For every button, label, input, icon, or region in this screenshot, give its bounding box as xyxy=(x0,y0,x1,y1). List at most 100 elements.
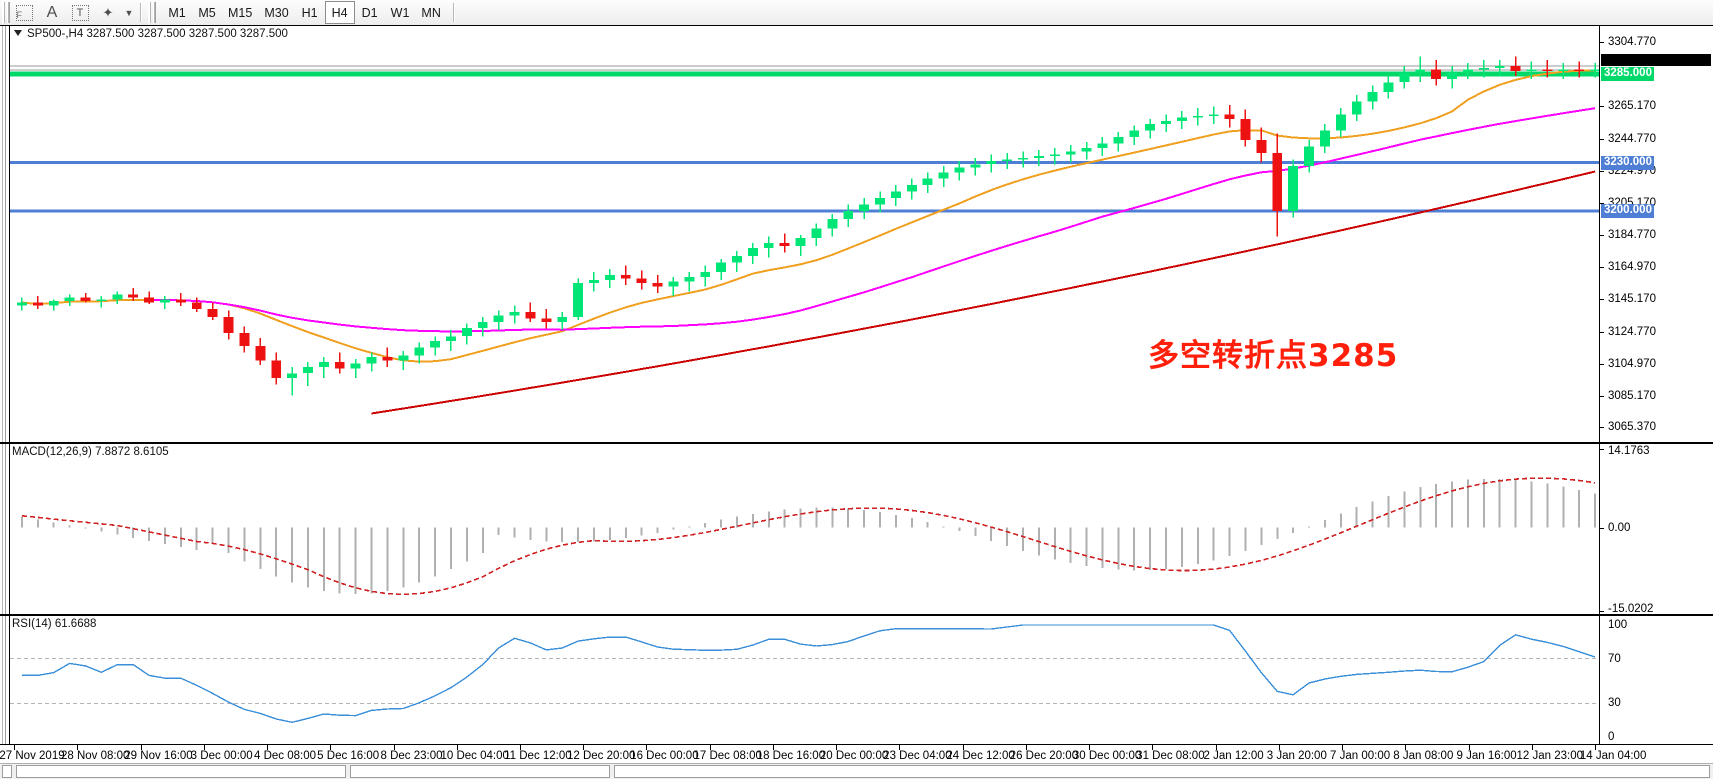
time-tick xyxy=(962,745,964,750)
time-tick xyxy=(772,745,774,750)
time-axis-label: 20 Dec 00:00 xyxy=(819,750,889,762)
rsi-scale[interactable]: 100 70 30 0 xyxy=(1599,616,1713,744)
macd-title-text: MACD(12,26,9) 7.8872 8.6105 xyxy=(12,446,169,458)
time-tick xyxy=(1089,745,1091,750)
time-axis-label: 12 Jan 23:00 xyxy=(1516,750,1584,762)
level-tag-3230: 3230.000 xyxy=(1601,155,1654,170)
time-axis-label: 31 Dec 08:00 xyxy=(1136,750,1205,762)
timeframe-m1[interactable]: M1 xyxy=(168,5,186,20)
price-tick xyxy=(1600,331,1604,333)
time-tick xyxy=(1595,745,1597,750)
price-scale-label: 3304.770 xyxy=(1608,36,1656,49)
time-tick xyxy=(646,745,648,750)
time-tick xyxy=(1531,745,1533,750)
time-axis-label: 11 Dec 12:00 xyxy=(504,750,572,762)
price-tick xyxy=(1600,363,1604,365)
price-scale-label: 3065.370 xyxy=(1608,421,1656,434)
status-cell-3 xyxy=(350,765,610,778)
price-pane[interactable]: SP500-,H4 3287.500 3287.500 3287.500 328… xyxy=(0,25,1713,443)
time-axis-label: 18 Dec 16:00 xyxy=(756,750,826,762)
macd-pane-title: MACD(12,26,9) 7.8872 8.6105 xyxy=(12,446,169,458)
price-scale-label: 3244.770 xyxy=(1608,132,1656,145)
timeframe-h1[interactable]: H1 xyxy=(301,5,318,20)
rsi-pane-title: RSI(14) 61.6688 xyxy=(12,618,96,630)
macd-tick xyxy=(1600,448,1604,450)
timeframe-m5[interactable]: M5 xyxy=(198,5,216,20)
status-cell-2 xyxy=(16,765,346,778)
timeframe-grip[interactable] xyxy=(148,2,156,23)
macd-pane[interactable]: MACD(12,26,9) 7.8872 8.6105 14.1763 0.00 -… xyxy=(0,443,1713,615)
time-axis-label: 12 Dec 20:00 xyxy=(566,750,636,762)
time-axis-label: 24 Dec 12:00 xyxy=(946,750,1015,762)
price-scale-label: 3104.970 xyxy=(1608,357,1656,370)
status-bar xyxy=(0,763,1713,779)
objects-icon[interactable]: ✦ xyxy=(102,4,114,20)
rsi-pane-left-rail xyxy=(0,616,10,744)
price-scale[interactable]: 3304.770 3265.170 3244.770 3224.970 3205.170… xyxy=(1599,26,1713,442)
objects-dropdown-arrow-icon[interactable]: ▼ xyxy=(124,7,134,18)
time-tick xyxy=(1468,745,1470,750)
timeframe-w1[interactable]: W1 xyxy=(390,5,410,20)
time-axis: 27 Nov 2019 28 Nov 08:00 29 Nov 16:00 3 Dec… xyxy=(0,745,1713,763)
price-tick xyxy=(1600,42,1604,44)
toolbar-grip[interactable] xyxy=(2,2,10,23)
time-tick xyxy=(519,745,521,750)
timeframe-d1[interactable]: D1 xyxy=(361,5,378,20)
time-axis-label: 29 Nov 16:00 xyxy=(124,750,193,762)
time-axis-label: 30 Dec 00:00 xyxy=(1072,750,1142,762)
time-tick xyxy=(583,745,585,750)
time-tick xyxy=(1152,745,1154,750)
rsi-scale-label: 30 xyxy=(1608,697,1621,710)
last-price-tag xyxy=(1601,54,1711,67)
time-axis-label: 10 Dec 04:00 xyxy=(440,750,509,762)
level-tag-3200: 3200.000 xyxy=(1601,203,1654,218)
crosshair-f-icon[interactable]: F xyxy=(10,1,38,24)
time-axis-label: 9 Jan 16:00 xyxy=(1456,750,1517,762)
price-plot[interactable] xyxy=(10,26,1655,442)
status-cell-4 xyxy=(614,765,1710,778)
time-tick xyxy=(1215,745,1217,750)
time-tick xyxy=(1025,745,1027,750)
price-pane-title: SP500-,H4 3287.500 3287.500 3287.500 328… xyxy=(14,28,288,40)
time-axis-label: 3 Dec 00:00 xyxy=(190,750,253,762)
main-toolbar: F A T ✦ ▼ M1 M5 M15 M30 H1 H4 D1 W1 MN xyxy=(0,0,1713,26)
time-tick xyxy=(1278,745,1280,750)
time-tick xyxy=(140,745,142,750)
price-scale-label: 3085.170 xyxy=(1608,389,1656,402)
time-axis-label: 7 Jan 00:00 xyxy=(1330,750,1391,762)
time-axis-label: 17 Dec 08:00 xyxy=(693,750,762,762)
text-a-icon[interactable]: A xyxy=(46,3,58,21)
time-tick xyxy=(456,745,458,750)
macd-scale-label: 14.1763 xyxy=(1608,445,1650,457)
timeframe-m30[interactable]: M30 xyxy=(264,5,289,20)
price-tick xyxy=(1600,299,1604,300)
time-axis-label: 5 Dec 16:00 xyxy=(317,750,380,762)
time-axis-label: 3 Jan 20:00 xyxy=(1266,750,1327,762)
price-scale-label: 3164.970 xyxy=(1608,261,1656,274)
rsi-title-text: RSI(14) 61.6688 xyxy=(12,618,97,630)
timeframe-m15[interactable]: M15 xyxy=(228,5,253,20)
text-label-icon[interactable]: T xyxy=(66,1,94,24)
timeframe-h4[interactable]: H4 xyxy=(324,1,355,24)
timeframe-mn[interactable]: MN xyxy=(421,5,441,20)
status-cell-1 xyxy=(2,765,12,778)
time-tick xyxy=(330,745,332,750)
price-pane-left-rail xyxy=(0,26,10,442)
macd-scale-label: -15.0202 xyxy=(1608,603,1654,615)
toolbar-divider-2 xyxy=(452,3,455,22)
time-tick xyxy=(77,745,79,750)
time-axis-label: 8 Dec 23:00 xyxy=(380,750,443,762)
time-tick xyxy=(899,745,901,750)
macd-plot[interactable] xyxy=(10,444,1655,614)
chart-area[interactable]: SP500-,H4 3287.500 3287.500 3287.500 328… xyxy=(0,25,1713,760)
macd-scale-label: 0.00 xyxy=(1608,521,1631,534)
price-tick xyxy=(1600,395,1604,397)
time-axis-label: 14 Jan 04:00 xyxy=(1579,750,1647,762)
time-axis-label: 26 Dec 20:00 xyxy=(1009,750,1079,762)
rsi-pane[interactable]: RSI(14) 61.6688 100 70 30 0 xyxy=(0,615,1713,745)
collapse-triangle-icon[interactable] xyxy=(14,29,22,36)
rsi-plot[interactable] xyxy=(10,616,1655,744)
macd-scale[interactable]: 14.1763 0.00 -15.0202 xyxy=(1599,444,1713,615)
time-tick xyxy=(709,745,711,750)
time-tick xyxy=(393,745,395,750)
